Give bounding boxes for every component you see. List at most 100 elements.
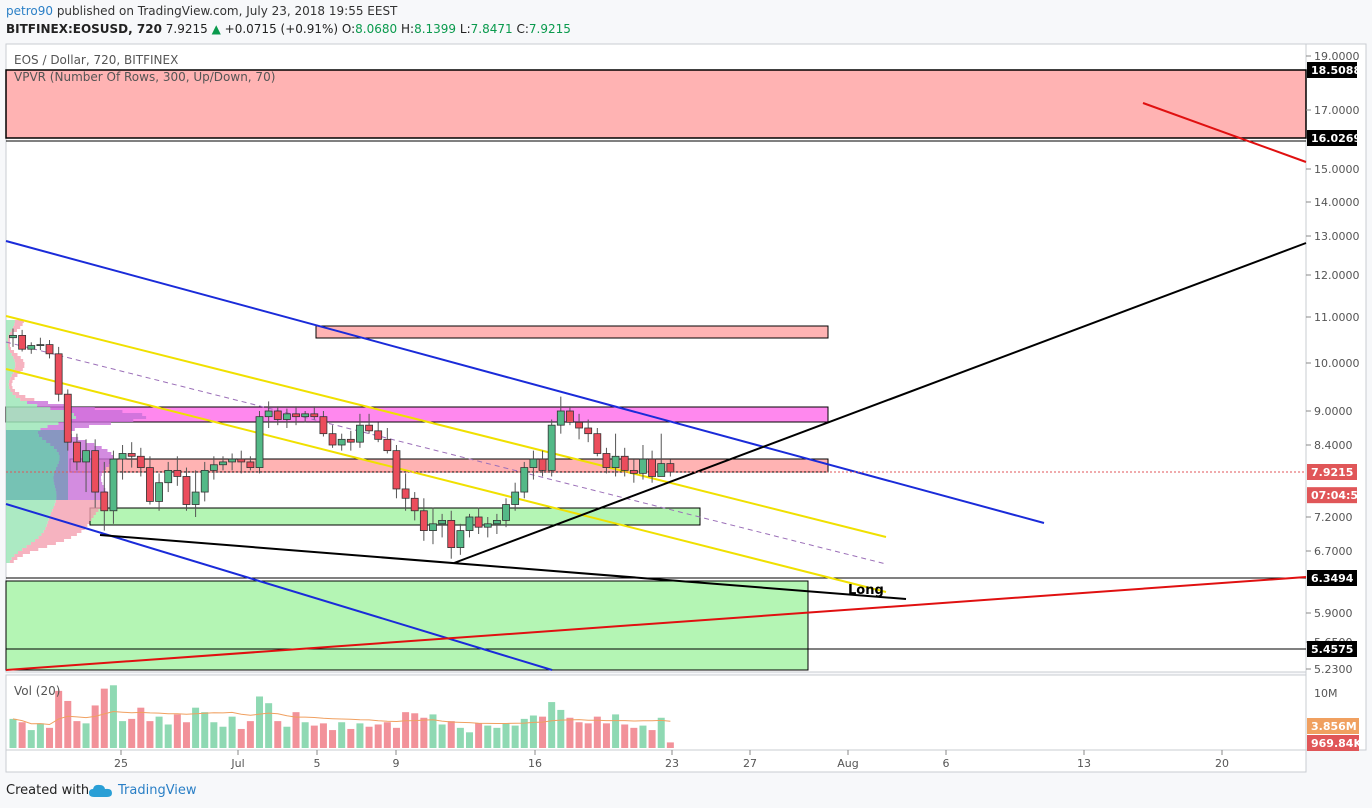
candle: [18, 329, 27, 352]
volume-bar: [319, 723, 327, 748]
volume-badge: 3.856M: [1307, 718, 1359, 734]
resistance-zone-top[interactable]: [5, 69, 1307, 139]
candle-body: [292, 413, 300, 418]
vpvr-row-up: [6, 362, 16, 365]
candle: [45, 340, 54, 359]
price-tick-label: 14.0000: [1314, 196, 1360, 209]
candle-body: [492, 520, 501, 525]
volume-bar: [447, 721, 455, 748]
price-badge-bg: [1307, 487, 1357, 504]
close-value: 7.9215: [528, 22, 571, 36]
volume-bar: [173, 714, 181, 748]
candle: [100, 461, 109, 531]
price-tick-label: 11.0000: [1314, 311, 1360, 324]
tradingview-logo-icon[interactable]: [88, 783, 114, 799]
price-badge-bg: [1307, 641, 1357, 657]
vpvr-row-up: [6, 350, 11, 353]
black-downtrend[interactable]: [99, 534, 907, 600]
vpvr-row-down: [50, 512, 96, 515]
candle: [429, 507, 437, 545]
candle: [255, 411, 264, 474]
volume-bar: [256, 696, 264, 748]
last-price: 7.9215: [165, 22, 208, 36]
candle-body: [392, 450, 401, 490]
vpvr-row-down: [8, 383, 12, 386]
candle: [146, 456, 154, 505]
blue-channel-upper[interactable]: [5, 240, 1045, 524]
vpvr-row-down: [20, 398, 35, 401]
volume-bar: [584, 723, 592, 748]
vpvr-row-up: [6, 356, 14, 359]
candle-body: [511, 491, 520, 505]
chart-title: EOS / Dollar, 720, BITFINEX: [14, 53, 178, 67]
time-tick-label: 23: [665, 757, 679, 770]
volume-tick-label: 10M: [1314, 687, 1338, 700]
vpvr-row-up: [6, 518, 49, 521]
author-link[interactable]: petro90: [6, 4, 53, 18]
vpvr-row-up: [6, 332, 10, 335]
vpvr-row-up: [6, 335, 9, 338]
volume-bar: [155, 716, 163, 748]
candle-body: [328, 433, 337, 446]
candle-body: [9, 334, 17, 339]
yellow-channel-lower[interactable]: [5, 368, 887, 593]
price-badge-bg: [1307, 464, 1357, 480]
yellow-channel-upper[interactable]: [5, 315, 887, 538]
vpvr-row-down: [15, 362, 25, 365]
candle: [474, 507, 483, 534]
tradingview-link[interactable]: TradingView: [118, 783, 197, 798]
price-badge: 16.0269: [1307, 130, 1361, 146]
candle-body: [246, 461, 255, 468]
candle: [447, 510, 456, 559]
volume-pane: [5, 674, 1307, 751]
open-label: O:: [341, 22, 356, 36]
vpvr-row-up: [6, 530, 44, 533]
vpvr-row-up: [6, 557, 12, 560]
vpvr-row-up: [6, 515, 50, 518]
red-uptrend[interactable]: [5, 576, 1307, 671]
volume-bar: [310, 725, 318, 748]
vpvr-row-up: [6, 410, 65, 413]
volume-bar: [630, 727, 638, 748]
candle-body: [447, 520, 456, 549]
volume-bar: [18, 722, 26, 748]
candle: [465, 513, 474, 538]
volume-bar: [73, 721, 81, 748]
vpvr-row-down: [11, 557, 18, 560]
vpvr-row-down: [56, 491, 107, 494]
price-change: +0.0715 (+0.91%): [224, 22, 339, 36]
dashed-midline[interactable]: [5, 341, 887, 565]
price-tick-label: 6.7000: [1314, 545, 1353, 558]
candle-body: [356, 424, 364, 443]
candle: [82, 439, 90, 493]
vpvr-row-down: [56, 467, 107, 470]
candle-body: [36, 344, 45, 347]
red-downtrend[interactable]: [1142, 102, 1307, 163]
black-uptrend[interactable]: [453, 242, 1307, 564]
vpvr-row-down: [14, 359, 24, 362]
vpvr-row-down: [8, 344, 10, 347]
volume-bar: [91, 705, 99, 748]
vpvr-row-up: [6, 377, 11, 380]
price-tick-label: 8.4000: [1314, 439, 1353, 452]
vpvr-row-up: [6, 533, 42, 536]
blue-channel-lower[interactable]: [5, 503, 553, 671]
resistance-zone-11[interactable]: [315, 325, 829, 339]
vpvr-row-down: [53, 479, 102, 482]
zones: [5, 69, 1307, 671]
candle: [511, 482, 520, 511]
vpvr-row-up: [6, 506, 54, 509]
vpvr-row-down: [17, 551, 30, 554]
volume-badge-bg: [1307, 735, 1359, 751]
candle: [410, 492, 419, 521]
candle: [547, 419, 556, 477]
candle: [520, 461, 529, 499]
price-tick-label: 17.0000: [1314, 104, 1360, 117]
vpvr-row-up: [6, 389, 11, 392]
vpvr-row-up: [6, 326, 14, 329]
candle: [27, 342, 36, 354]
price-chart[interactable]: EOS / Dollar, 720, BITFINEX VPVR (Number…: [0, 40, 1372, 776]
volume-bar: [529, 715, 537, 748]
candle-body: [191, 491, 200, 505]
volume-bars: [9, 685, 674, 748]
